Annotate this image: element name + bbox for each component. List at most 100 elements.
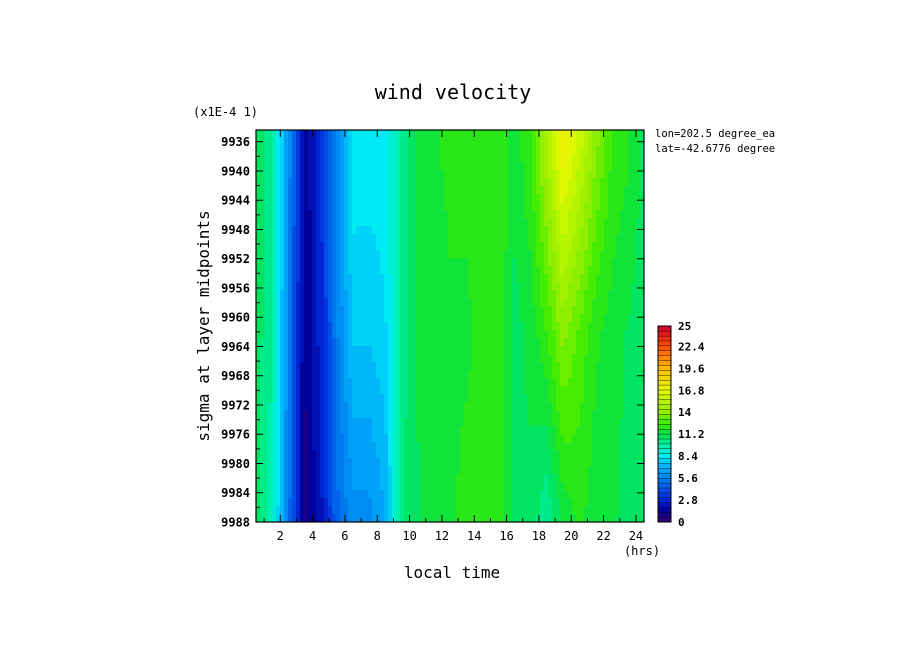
heatmap-cell — [312, 170, 317, 179]
heatmap-cell — [560, 418, 565, 427]
heatmap-cell — [460, 282, 465, 291]
heatmap-cell — [256, 138, 261, 147]
heatmap-cell — [564, 330, 569, 339]
heatmap-cell — [460, 210, 465, 219]
heatmap-cell — [628, 250, 633, 259]
heatmap-cell — [516, 338, 521, 347]
heatmap-cell — [536, 274, 541, 283]
heatmap-cell — [508, 178, 513, 187]
heatmap-cell — [484, 338, 489, 347]
heatmap-cell — [532, 234, 537, 243]
heatmap-cell — [380, 434, 385, 443]
heatmap-cell — [484, 514, 489, 522]
heatmap-cell — [284, 202, 289, 211]
heatmap-cell — [476, 482, 481, 491]
heatmap-cell — [336, 178, 341, 187]
heatmap-cell — [300, 458, 305, 467]
heatmap-cell — [392, 514, 397, 522]
heatmap-cell — [360, 298, 365, 307]
heatmap-cell — [556, 410, 561, 419]
heatmap-cell — [380, 370, 385, 379]
heatmap-cell — [364, 234, 369, 243]
heatmap-cell — [576, 466, 581, 475]
heatmap-cell — [428, 234, 433, 243]
heatmap-cell — [484, 474, 489, 483]
heatmap-cell — [340, 146, 345, 155]
heatmap-cell — [312, 402, 317, 411]
heatmap-cell — [432, 466, 437, 475]
heatmap-cell — [588, 426, 593, 435]
heatmap-cell — [320, 266, 325, 275]
heatmap-cell — [360, 242, 365, 251]
heatmap-cell — [524, 154, 529, 163]
heatmap-cell — [468, 266, 473, 275]
heatmap-cell — [304, 226, 309, 235]
heatmap-cell — [468, 394, 473, 403]
heatmap-cell — [324, 250, 329, 259]
heatmap-cell — [324, 378, 329, 387]
heatmap-cell — [376, 178, 381, 187]
heatmap-cell — [568, 394, 573, 403]
heatmap-cell — [524, 410, 529, 419]
heatmap-cell — [288, 402, 293, 411]
heatmap-cell — [340, 170, 345, 179]
heatmap-cell — [624, 298, 629, 307]
heatmap-cell — [332, 434, 337, 443]
heatmap-cell — [380, 362, 385, 371]
heatmap-cell — [268, 394, 273, 403]
heatmap-cell — [528, 506, 533, 515]
heatmap-cell — [548, 434, 553, 443]
heatmap-cell — [624, 394, 629, 403]
heatmap-cell — [548, 250, 553, 259]
heatmap-cell — [468, 282, 473, 291]
heatmap-cell — [604, 210, 609, 219]
heatmap-cell — [524, 178, 529, 187]
heatmap-cell — [544, 266, 549, 275]
heatmap-cell — [316, 178, 321, 187]
heatmap-cell — [528, 442, 533, 451]
heatmap-cell — [640, 442, 644, 451]
heatmap-cell — [296, 266, 301, 275]
heatmap-cell — [396, 170, 401, 179]
heatmap-cell — [304, 426, 309, 435]
heatmap-cell — [260, 218, 265, 227]
heatmap-cell — [552, 514, 557, 522]
heatmap-cell — [532, 434, 537, 443]
heatmap-cell — [340, 154, 345, 163]
heatmap-cell — [492, 466, 497, 475]
heatmap-cell — [356, 186, 361, 195]
heatmap-cell — [360, 506, 365, 515]
heatmap-cell — [352, 274, 357, 283]
heatmap-cell — [568, 354, 573, 363]
heatmap-cell — [452, 378, 457, 387]
heatmap-cell — [396, 450, 401, 459]
heatmap-cell — [480, 146, 485, 155]
heatmap-cell — [464, 506, 469, 515]
heatmap-cell — [592, 370, 597, 379]
heatmap-cell — [280, 194, 285, 203]
heatmap-cell — [444, 346, 449, 355]
heatmap-cell — [340, 202, 345, 211]
heatmap-cell — [412, 386, 417, 395]
heatmap-cell — [472, 322, 477, 331]
heatmap-cell — [256, 442, 261, 451]
heatmap-cell — [532, 282, 537, 291]
colorbar-segment — [657, 428, 672, 435]
heatmap-cell — [352, 474, 357, 483]
heatmap-cell — [440, 266, 445, 275]
heatmap-cell — [468, 346, 473, 355]
heatmap-cell — [428, 282, 433, 291]
heatmap-cell — [424, 218, 429, 227]
heatmap-cell — [520, 482, 525, 491]
heatmap-cell — [584, 474, 589, 483]
heatmap-cell — [268, 498, 273, 507]
heatmap-cell — [256, 282, 261, 291]
heatmap-cell — [304, 386, 309, 395]
heatmap-cell — [580, 130, 585, 139]
heatmap-cell — [428, 514, 433, 522]
heatmap-cell — [276, 450, 281, 459]
heatmap-cell — [356, 242, 361, 251]
heatmap-cell — [384, 146, 389, 155]
heatmap-cell — [556, 490, 561, 499]
heatmap-cell — [440, 250, 445, 259]
